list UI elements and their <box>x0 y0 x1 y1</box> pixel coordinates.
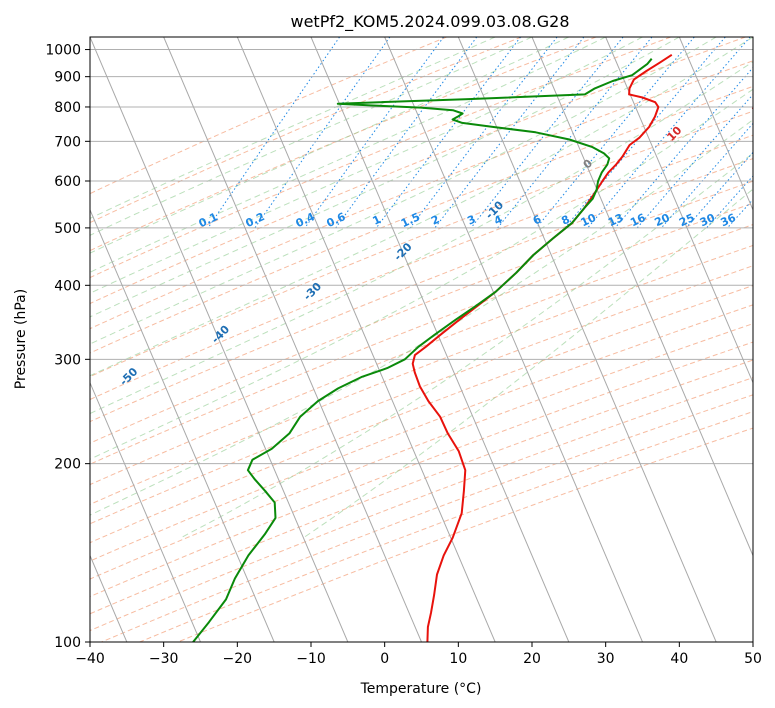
background-lines <box>90 37 753 642</box>
mixing-ratio-label: 1 <box>371 213 383 228</box>
mixing-ratio-line <box>207 37 341 229</box>
plot-frame <box>89 36 754 643</box>
mixing-ratio-label: 30 <box>698 211 718 229</box>
moist-adiabat-line <box>90 37 717 345</box>
mixing-ratio-line <box>470 37 624 229</box>
dry-adiabat-line <box>90 37 746 305</box>
mixing-ratio-line <box>434 37 585 229</box>
moist-adiabat-line <box>90 61 753 415</box>
dry-adiabat-line <box>90 37 671 279</box>
x-tick-label: 10 <box>449 651 467 667</box>
mixing-ratio-labels: 0.1 0.2 0.4 0.6 1 1.5 2 3 4 6 8 10 13 16 20 25 30 36 <box>197 210 739 230</box>
y-axis-label: Pressure (hPa) <box>13 289 29 389</box>
mixing-ratio-label: 16 <box>628 211 648 229</box>
mixing-ratio-label: 13 <box>606 211 625 229</box>
moist-adiabat-line <box>90 88 753 460</box>
isotherm-gridline <box>605 37 753 384</box>
dry-adiabat-line <box>90 180 753 444</box>
mixing-ratio-line <box>304 37 445 229</box>
mixing-ratio-label: 0.4 <box>294 210 317 230</box>
y-tick-label: 300 <box>54 352 81 368</box>
isotherm-gridline <box>531 37 753 557</box>
mixing-ratio-label: 10 <box>579 211 599 229</box>
y-tick-label: 900 <box>54 70 81 86</box>
mixing-ratio-line <box>335 37 478 229</box>
x-tick-label: 0 <box>380 651 389 667</box>
isotherm-gridline <box>90 37 349 642</box>
mixing-ratio-label: 25 <box>677 211 696 229</box>
mixing-ratio-label: 36 <box>719 211 739 229</box>
mixing-ratio-label: 4 <box>492 213 505 228</box>
dry-adiabat-line <box>90 37 447 195</box>
mixing-ratio-label: 3 <box>465 213 477 228</box>
y-tick-label: 800 <box>54 100 81 116</box>
x-axis-label: Temperature (°C) <box>360 681 482 697</box>
mixing-ratio-line <box>727 198 753 229</box>
isotherm-label: -50 <box>117 365 140 388</box>
dry-adiabat-line <box>90 323 753 580</box>
y-tick-label: 100 <box>54 635 81 651</box>
x-tick-label: −30 <box>149 651 179 667</box>
mixing-ratio-line <box>375 37 521 229</box>
temperature-line <box>411 53 673 642</box>
y-tick-label: 600 <box>54 174 81 190</box>
x-tick-label: −40 <box>75 651 105 667</box>
dry-adiabat-line <box>90 60 753 330</box>
y-tick-label: 700 <box>54 134 81 150</box>
x-tick-label: 20 <box>523 651 541 667</box>
mixing-ratio-label: 0.6 <box>324 210 347 230</box>
mixing-ratio-line <box>685 151 753 229</box>
dry-adiabat-line <box>90 85 753 354</box>
mixing-ratio-label: 20 <box>652 211 672 229</box>
isotherm-gridline <box>236 37 496 642</box>
isotherm-gridline <box>457 37 717 642</box>
profile-series <box>192 53 673 642</box>
mixing-ratio-label: 2 <box>429 213 441 228</box>
dry-adiabat-line <box>90 158 753 423</box>
dry-adiabat-line <box>90 359 753 615</box>
mixing-ratio-line <box>254 37 391 229</box>
dewpoint-line <box>192 58 653 642</box>
isotherm-gridline <box>90 381 201 642</box>
y-tick-label: 400 <box>54 278 81 294</box>
isotherm-label: 20 <box>750 96 770 116</box>
mixing-ratio-label: 0.2 <box>244 210 267 230</box>
x-tick-label: 30 <box>597 651 615 667</box>
x-axis: −40 −30 −20 −10 0 10 20 30 40 50 <box>75 642 762 667</box>
x-tick-label: 40 <box>670 651 688 667</box>
chart-title: wetPf2_KOM5.2024.099.03.08.G28 <box>290 12 569 32</box>
isotherm-gridline <box>90 208 275 642</box>
dry-adiabat-line <box>101 394 753 642</box>
mixing-ratio-line <box>497 37 653 229</box>
dry-adiabat-line <box>90 202 753 465</box>
dry-adiabat-line <box>90 265 753 525</box>
isotherm-label: 10 <box>664 123 684 143</box>
x-tick-label: −10 <box>296 651 326 667</box>
dry-adiabat-line <box>90 341 753 598</box>
isotherm-gridline <box>752 37 753 39</box>
isotherm-label: -60 <box>24 410 47 433</box>
mixing-ratio-label: 0.1 <box>197 210 220 230</box>
isotherm-gridline <box>310 37 570 642</box>
y-tick-label: 200 <box>54 457 81 473</box>
dry-adiabat-line <box>90 284 753 544</box>
x-tick-label: −20 <box>223 651 253 667</box>
dry-adiabat-line <box>177 427 753 642</box>
y-tick-label: 500 <box>54 221 81 237</box>
mixing-ratio-line <box>636 93 753 229</box>
isotherm-label: -40 <box>209 323 232 346</box>
isotherm-label: -20 <box>391 240 414 263</box>
y-axis: 100 200 300 400 500 600 700 800 900 1000 <box>45 43 90 651</box>
dry-adiabat-line <box>90 377 753 632</box>
isotherm-gridline <box>678 37 753 212</box>
dry-adiabat-line <box>90 37 522 224</box>
isotherm-gridline <box>384 37 643 642</box>
isotherm-gridline <box>163 37 422 642</box>
moist-adiabat-line <box>90 37 606 273</box>
y-tick-label: 1000 <box>45 43 81 59</box>
mixing-ratio-label: 6 <box>531 212 544 227</box>
x-tick-label: 50 <box>744 651 762 667</box>
